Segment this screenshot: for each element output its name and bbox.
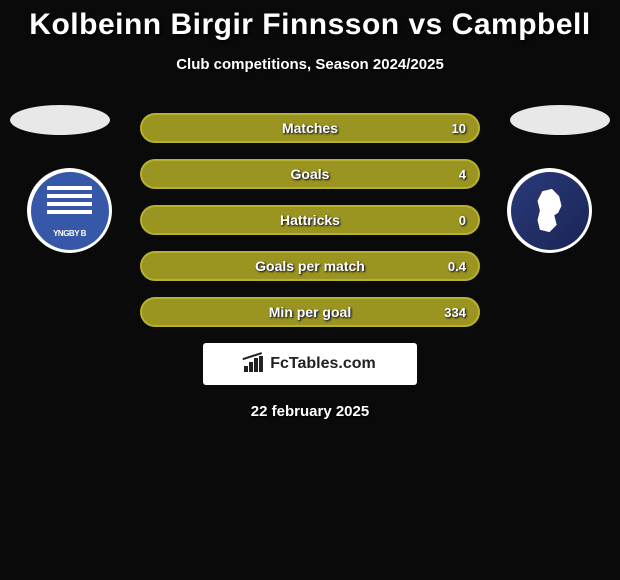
- stat-value: 334: [444, 305, 466, 320]
- club-logo-right: [507, 168, 592, 253]
- club-logo-left: YNGBY B: [27, 168, 112, 253]
- stat-bar-goals-per-match: Goals per match 0.4: [140, 251, 480, 281]
- horse-icon: [526, 187, 574, 235]
- date: 22 february 2025: [0, 403, 620, 420]
- player-badge-left: [10, 105, 110, 135]
- player-badge-right: [510, 105, 610, 135]
- stat-bar-hattricks: Hattricks 0: [140, 205, 480, 235]
- stats-area: YNGBY B Matches 10 Goals 4 Hattricks 0 G…: [0, 113, 620, 420]
- stat-value: 4: [459, 167, 466, 182]
- stat-label: Goals: [291, 166, 330, 182]
- stat-bars: Matches 10 Goals 4 Hattricks 0 Goals per…: [140, 113, 480, 327]
- stat-bar-goals: Goals 4: [140, 159, 480, 189]
- stat-value: 10: [452, 121, 466, 136]
- stat-label: Hattricks: [280, 212, 340, 228]
- watermark-text: FcTables.com: [270, 355, 376, 373]
- stat-label: Min per goal: [269, 304, 351, 320]
- watermark: FcTables.com: [203, 343, 417, 385]
- stat-value: 0: [459, 213, 466, 228]
- stat-value: 0.4: [448, 259, 466, 274]
- stat-bar-matches: Matches 10: [140, 113, 480, 143]
- page-title: Kolbeinn Birgir Finnsson vs Campbell: [0, 8, 620, 42]
- stat-label: Goals per match: [255, 258, 365, 274]
- club-short-left: YNGBY B: [53, 229, 86, 238]
- chart-icon: [244, 356, 264, 372]
- club-crest-icon: [511, 172, 589, 250]
- club-crest-icon: YNGBY B: [31, 172, 109, 250]
- subtitle: Club competitions, Season 2024/2025: [0, 56, 620, 73]
- stat-label: Matches: [282, 120, 338, 136]
- stat-bar-min-per-goal: Min per goal 334: [140, 297, 480, 327]
